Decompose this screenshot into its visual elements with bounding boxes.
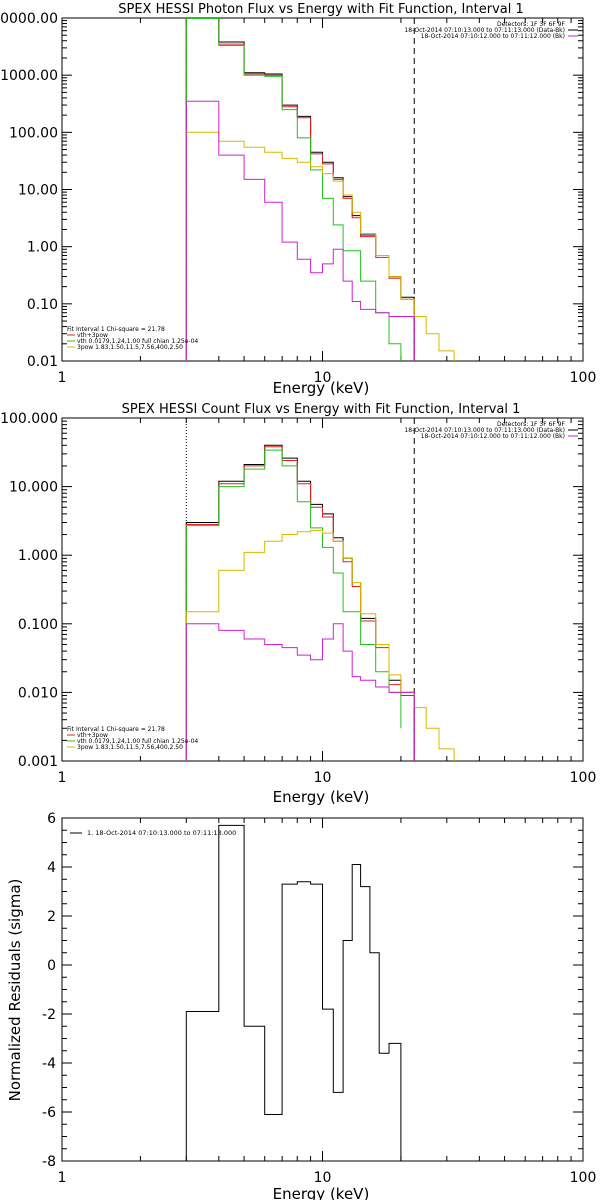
background-series-line — [185, 100, 415, 361]
legend-top-text: 18-Oct-2014 07:10:13.000 to 07:11:13.000… — [404, 27, 565, 34]
fit-total-series-line — [185, 18, 415, 361]
y-tick-label: 0.100 — [18, 617, 58, 633]
legend-fit-text: vth 0.0179,1.24,1.00 full chian 1.25e-04 — [77, 338, 198, 345]
background-series-line — [185, 623, 415, 761]
x-tick-label: 100 — [570, 770, 597, 786]
legend-top-text: Detectors: 1F 3F 6F 9F — [497, 421, 566, 428]
x-tick-label: 1 — [58, 770, 67, 786]
y-tick-label: -2 — [42, 1007, 56, 1023]
photon-flux-xlabel: Energy (keV) — [273, 379, 370, 397]
data-series-line — [185, 444, 415, 761]
legend-top-text: 18-Oct-2014 07:10:13.000 to 07:11:13.000… — [404, 427, 565, 434]
legend-top-text: 18-Oct-2014 07:10:12.000 to 07:11:12.000… — [421, 33, 565, 40]
y-tick-label: 4 — [47, 860, 56, 876]
y-tick-label: 0.001 — [18, 754, 58, 770]
photon-flux-title: SPEX HESSI Photon Flux vs Energy with Fi… — [118, 2, 524, 17]
residuals-series-line — [185, 824, 415, 1162]
y-tick-label: 0000.00 — [0, 11, 58, 27]
residuals-xlabel: Energy (keV) — [273, 1185, 370, 1200]
legend-fit-text: 3pow 1.83,1.50,11.5,7.56,400,2.50 — [77, 344, 183, 351]
legend-top-text: 1. 18-Oct-2014 07:10:13.000 to 07:11:13.… — [87, 829, 236, 837]
count-flux-title: SPEX HESSI Count Flux vs Energy with Fit… — [122, 402, 521, 417]
x-tick-label: 1 — [58, 1170, 67, 1186]
x-tick-label: 10 — [314, 370, 332, 386]
y-tick-label: 6 — [47, 811, 56, 827]
residuals-ylabel: Normalized Residuals (sigma) — [6, 879, 24, 1102]
vth-series-line — [185, 449, 402, 761]
y-tick-label: -4 — [42, 1056, 56, 1072]
count-flux-frame — [61, 417, 584, 762]
x-tick-label: 100 — [570, 1170, 597, 1186]
legend-fit-text: vth 0.0179,1.24,1.00 full chian 1.25e-04 — [77, 738, 198, 745]
x-tick-label: 100 — [570, 370, 597, 386]
y-tick-label: 1.00 — [27, 240, 58, 256]
y-tick-label: 100.00 — [9, 125, 58, 141]
y-tick-label: 0.01 — [27, 354, 58, 370]
photon-flux-panel: SPEX HESSI Photon Flux vs Energy with Fi… — [0, 2, 596, 397]
y-tick-label: -6 — [42, 1105, 56, 1121]
legend-top-text: 18-Oct-2014 07:10:12.000 to 07:11:12.000… — [421, 433, 565, 440]
legend-fit-text: vth+3pow — [77, 732, 108, 739]
x-tick-label: 10 — [314, 1170, 332, 1186]
y-tick-label: 2 — [47, 909, 56, 925]
vth-series-line — [185, 18, 402, 361]
x-tick-label: 1 — [58, 370, 67, 386]
y-tick-label: 0.10 — [27, 297, 58, 313]
y-tick-label: -8 — [42, 1154, 56, 1170]
legend-fit-text: 3pow 1.83,1.50,11.5,7.56,400,2.50 — [77, 744, 183, 751]
y-tick-label: 1000.00 — [0, 68, 58, 84]
y-tick-label: 1.000 — [18, 548, 58, 564]
legend-fit-text: Fit Interval 1 Chi-square = 21.78 — [67, 726, 165, 733]
count-flux-panel: SPEX HESSI Count Flux vs Energy with Fit… — [0, 402, 596, 806]
y-tick-label: 0.010 — [18, 685, 58, 701]
legend-fit-text: vth+3pow — [77, 332, 108, 339]
y-tick-label: 0 — [47, 958, 56, 974]
legend-fit-text: Fit Interval 1 Chi-square = 21.78 — [67, 326, 165, 333]
y-tick-label: 100.000 — [0, 411, 58, 427]
3pow-series-line — [185, 131, 455, 361]
y-tick-label: 10.000 — [9, 480, 58, 496]
residuals-panel: Energy (keV) Normalized Residuals (sigma… — [6, 811, 597, 1203]
fit-total-series-line — [185, 446, 415, 761]
data-series-line — [185, 18, 415, 361]
x-tick-label: 10 — [314, 770, 332, 786]
count-flux-xlabel: Energy (keV) — [273, 788, 370, 806]
y-tick-label: 10.00 — [18, 183, 58, 199]
legend-top-text: Detectors: 1F 3F 6F 9F — [497, 21, 566, 28]
